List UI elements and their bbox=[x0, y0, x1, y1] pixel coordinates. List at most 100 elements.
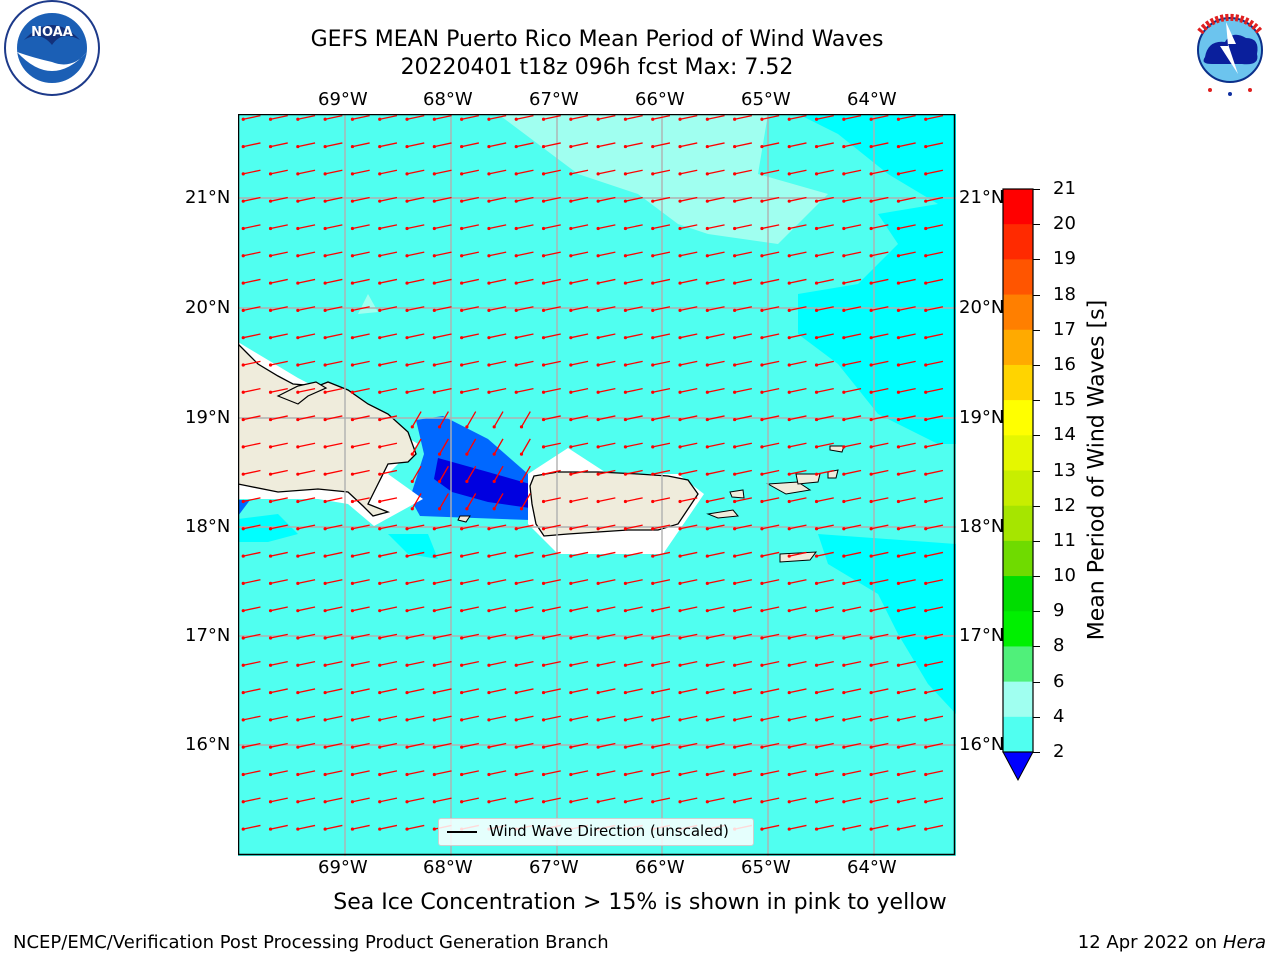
wind-wave-arrow bbox=[379, 415, 398, 421]
wind-wave-arrowhead bbox=[678, 772, 682, 777]
colorbar-tick-mark bbox=[1033, 435, 1040, 437]
wind-wave-arrowhead bbox=[787, 718, 791, 722]
wind-wave-arrowhead bbox=[651, 745, 655, 749]
wind-wave-arrow bbox=[352, 306, 370, 312]
wind-wave-arrow bbox=[625, 333, 643, 339]
wind-wave-arrowhead bbox=[569, 472, 573, 476]
wind-wave-arrowhead bbox=[869, 363, 873, 367]
wind-wave-arrowhead bbox=[514, 172, 518, 176]
wind-wave-arrow bbox=[406, 797, 425, 803]
wind-wave-arrow bbox=[461, 224, 479, 230]
wind-wave-arrowhead bbox=[241, 472, 245, 476]
wind-wave-arrow bbox=[434, 142, 452, 148]
wind-wave-arrow bbox=[843, 142, 862, 148]
wind-wave-arrow bbox=[406, 333, 425, 339]
wind-wave-arrowhead bbox=[869, 254, 873, 258]
wind-wave-arrow bbox=[570, 715, 589, 721]
wind-wave-arrow bbox=[325, 306, 343, 312]
wind-wave-arrow bbox=[679, 524, 698, 530]
wind-wave-arrowhead bbox=[350, 445, 355, 449]
wind-wave-arrow bbox=[707, 387, 725, 393]
wind-wave-arrow bbox=[843, 360, 862, 366]
wind-wave-arrowhead bbox=[842, 281, 846, 285]
wind-wave-arrow bbox=[816, 196, 834, 202]
wind-wave-arrowhead bbox=[487, 745, 491, 749]
wind-wave-arrowhead bbox=[405, 308, 409, 312]
wind-wave-arrowhead bbox=[705, 117, 709, 121]
wind-wave-arrowhead bbox=[924, 172, 928, 176]
wind-wave-arrow bbox=[898, 715, 916, 721]
wind-wave-arrow bbox=[871, 688, 889, 694]
wind-wave-arrow bbox=[652, 770, 671, 776]
lat-label-right: 18°N bbox=[959, 516, 1005, 537]
wind-wave-arrow bbox=[843, 688, 862, 694]
wind-wave-arrowhead bbox=[323, 800, 327, 804]
wind-wave-arrowhead bbox=[405, 281, 409, 285]
wind-wave-arrow bbox=[652, 524, 671, 530]
deep-blue-period-region bbox=[434, 458, 530, 508]
lat-label-right: 16°N bbox=[959, 734, 1005, 755]
wind-wave-arrowhead bbox=[541, 281, 546, 285]
wind-wave-arrowhead bbox=[651, 636, 655, 640]
wind-wave-arrow bbox=[871, 551, 889, 557]
wind-wave-arrow bbox=[925, 142, 944, 148]
wind-wave-arrow bbox=[816, 333, 834, 339]
wind-wave-arrow bbox=[871, 606, 889, 612]
wind-wave-arrow bbox=[816, 360, 834, 366]
wind-wave-arrow bbox=[734, 278, 752, 284]
wind-wave-arrowhead bbox=[541, 308, 546, 312]
wind-wave-arrow bbox=[734, 442, 752, 448]
wind-wave-arrowhead bbox=[924, 117, 928, 121]
wind-wave-arrow bbox=[325, 114, 343, 120]
wind-wave-arrow bbox=[898, 360, 916, 366]
wind-wave-arrow bbox=[379, 278, 398, 284]
wind-wave-arrow bbox=[816, 579, 834, 585]
wind-wave-arrow bbox=[352, 824, 370, 830]
wind-wave-arrowhead bbox=[432, 390, 436, 394]
wind-wave-arrowhead bbox=[296, 226, 300, 231]
wind-wave-arrowhead bbox=[296, 609, 300, 613]
wind-wave-arrow bbox=[270, 360, 288, 366]
wind-wave-arrow bbox=[816, 114, 834, 120]
wind-wave-arrow bbox=[789, 633, 807, 639]
wind-wave-arrow bbox=[516, 688, 534, 694]
wind-wave-arrow bbox=[734, 660, 752, 666]
wind-wave-arrowhead bbox=[651, 226, 655, 231]
wind-wave-arrow bbox=[789, 114, 807, 120]
wind-wave-arrowhead bbox=[678, 690, 682, 695]
wind-wave-arrowhead bbox=[733, 663, 737, 667]
wind-wave-arrowhead bbox=[460, 144, 464, 149]
wind-wave-arrow bbox=[625, 606, 643, 612]
colorbar-tick-label: 21 bbox=[1053, 178, 1076, 199]
wind-wave-arrow bbox=[439, 411, 449, 428]
wind-wave-arrow bbox=[843, 114, 862, 120]
wind-wave-arrow bbox=[898, 742, 916, 748]
wind-wave-arrow bbox=[734, 797, 752, 803]
wind-wave-arrowhead bbox=[733, 718, 737, 722]
wind-wave-arrow bbox=[543, 142, 561, 148]
wind-wave-arrowhead bbox=[623, 281, 628, 285]
lat-label-right: 21°N bbox=[959, 187, 1005, 208]
wind-wave-arrowhead bbox=[651, 336, 655, 340]
colorbar-tick-mark bbox=[1033, 470, 1040, 472]
wind-wave-arrow bbox=[570, 524, 589, 530]
wind-wave-arrow bbox=[434, 797, 452, 803]
wind-wave-arrowhead bbox=[678, 745, 682, 749]
wind-wave-arrowhead bbox=[378, 718, 382, 722]
wind-wave-arrowhead bbox=[760, 308, 764, 312]
wind-wave-arrowhead bbox=[541, 117, 546, 121]
wind-wave-arrowhead bbox=[268, 390, 273, 394]
wind-wave-arrow bbox=[406, 742, 425, 748]
wind-wave-arrowhead bbox=[596, 745, 600, 749]
wind-wave-arrowhead bbox=[733, 172, 737, 176]
wind-wave-arrowhead bbox=[460, 527, 464, 531]
wind-wave-arrow bbox=[543, 333, 561, 339]
wind-wave-arrow bbox=[325, 142, 343, 148]
wind-wave-arrow bbox=[925, 469, 944, 475]
wind-wave-arrow bbox=[598, 742, 616, 748]
wind-wave-arrowhead bbox=[460, 800, 464, 804]
wind-wave-arrow bbox=[352, 114, 370, 120]
wind-wave-arrow bbox=[570, 251, 589, 257]
wind-wave-arrowhead bbox=[241, 636, 245, 640]
wind-wave-arrowhead bbox=[924, 308, 928, 312]
